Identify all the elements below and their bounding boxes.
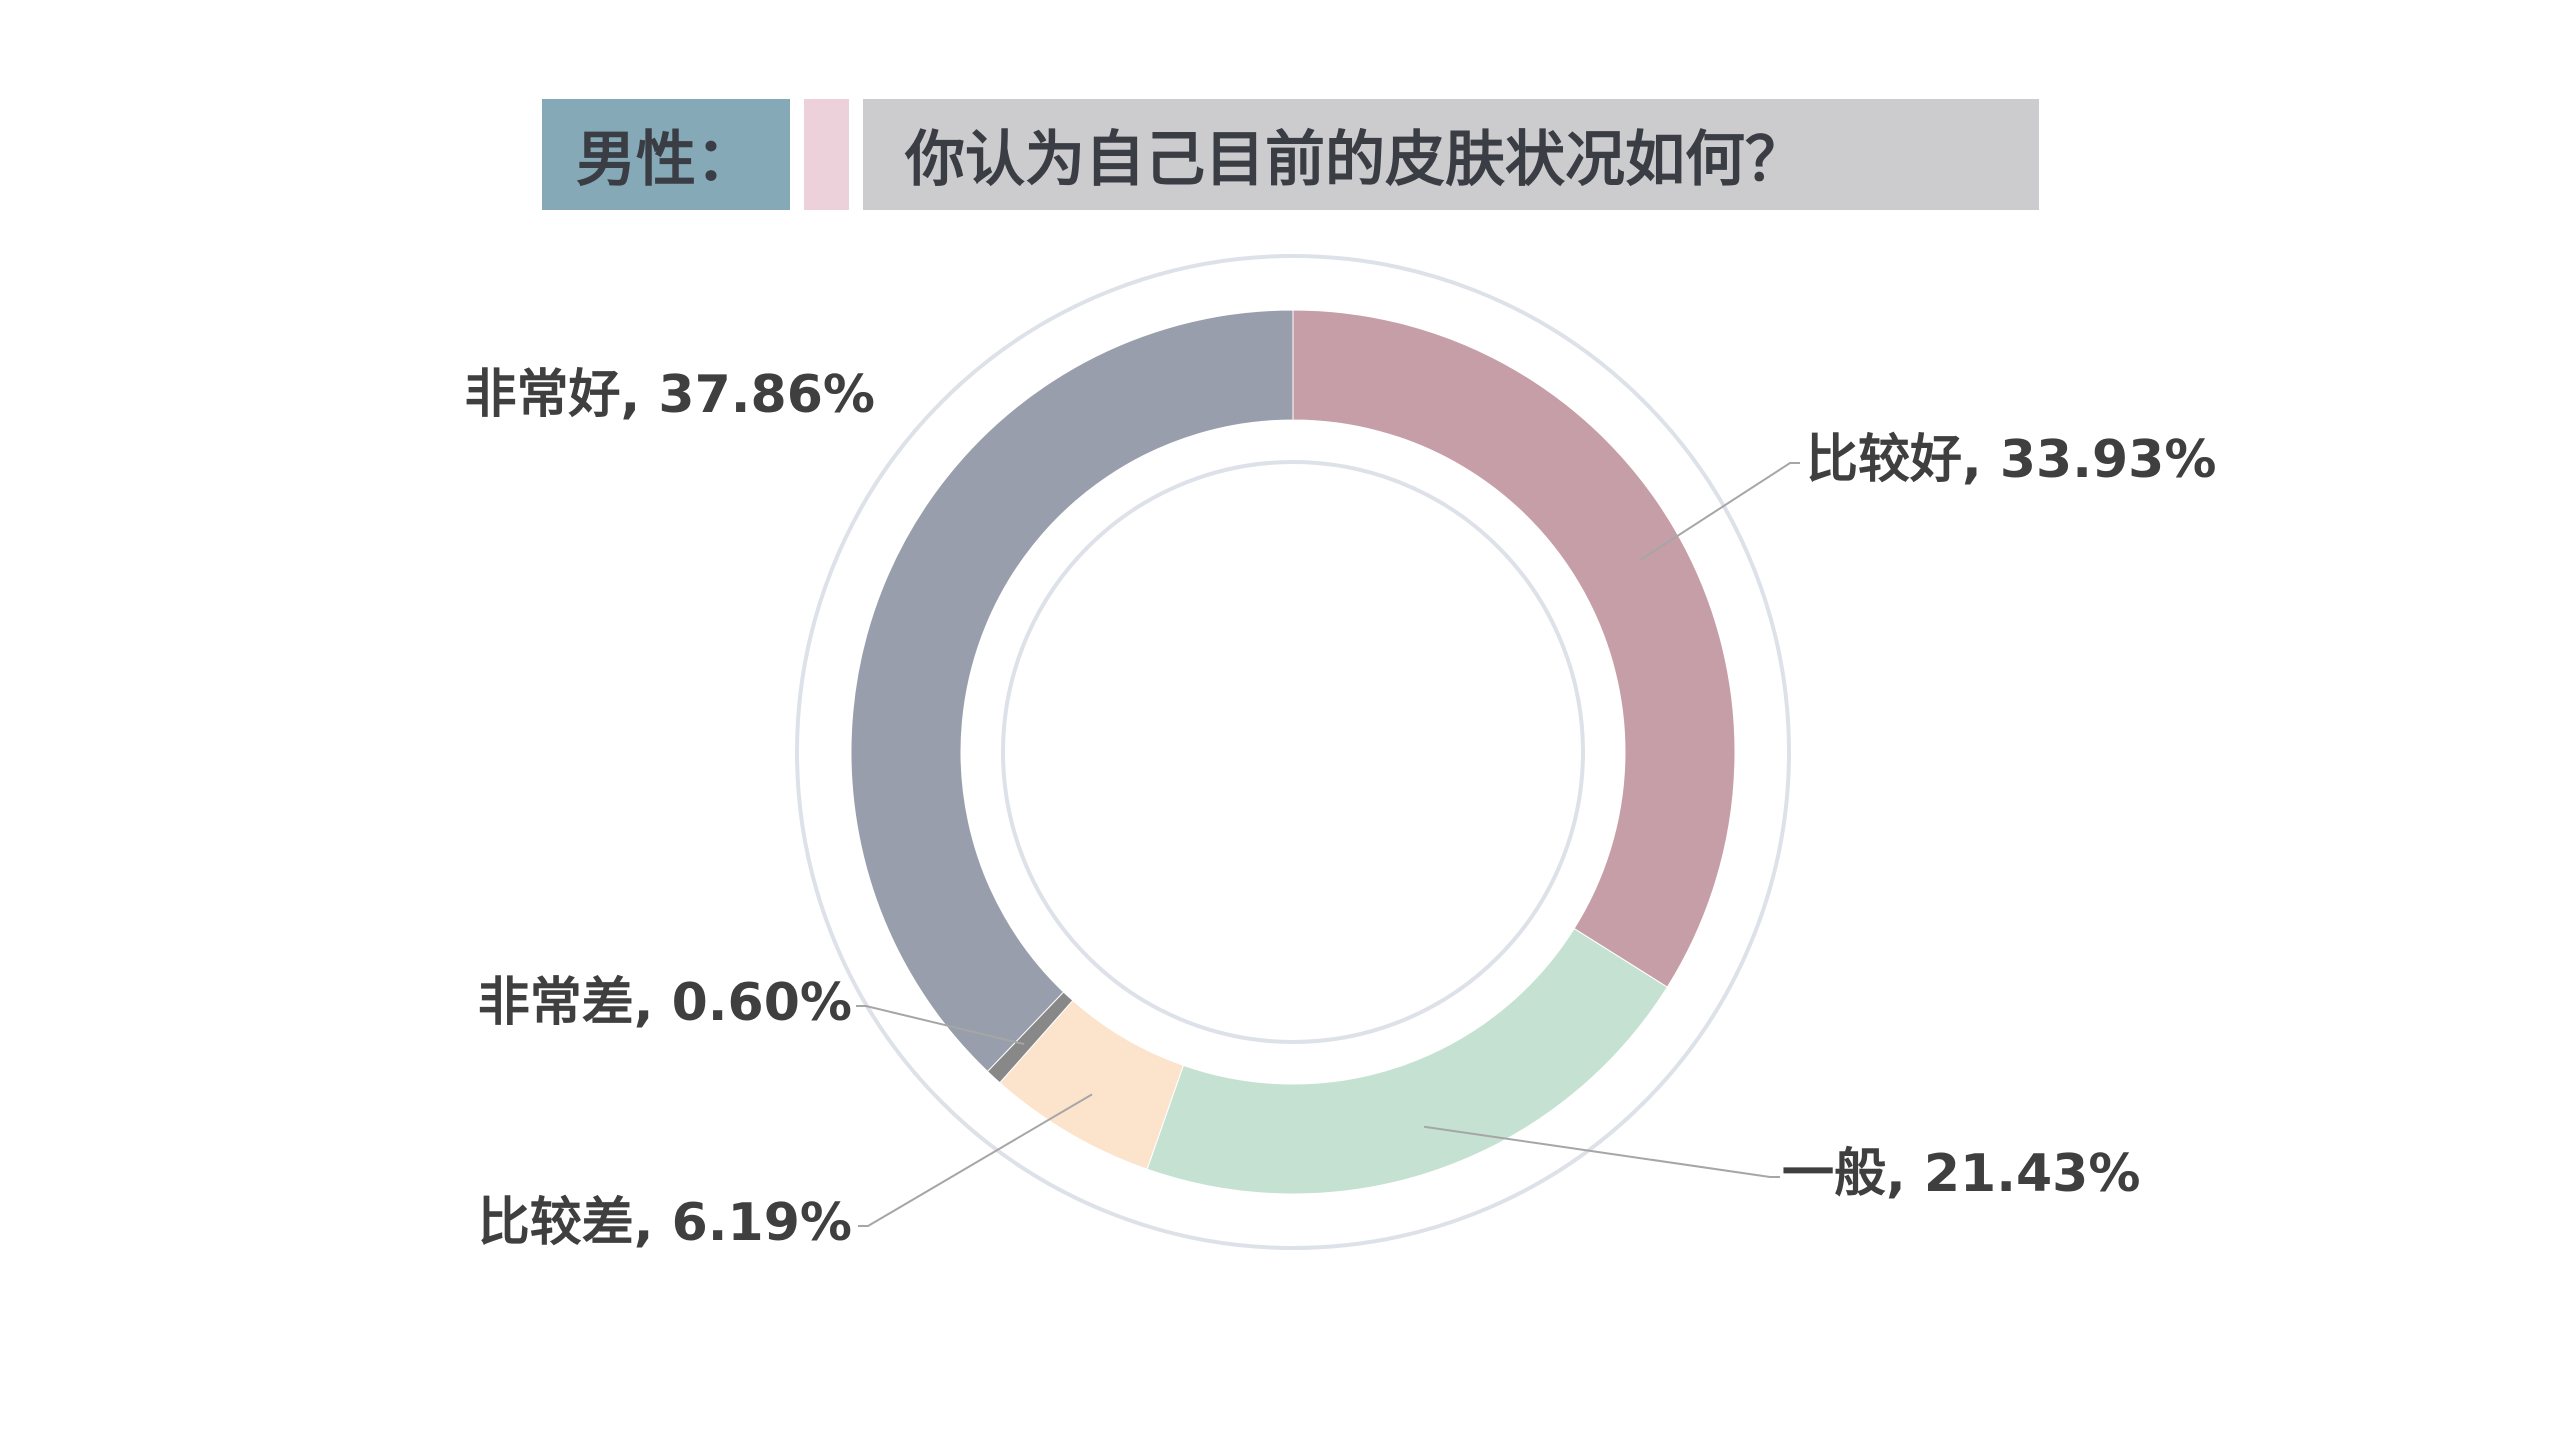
gender-tag: 男性： bbox=[542, 99, 790, 210]
data-labels: 比较好, 33.93% 一般, 21.43% 比较差, 6.19% 非常差, 0.60… bbox=[465, 365, 2217, 1253]
leader-line-1 bbox=[1639, 462, 1800, 561]
inner-ring-outline bbox=[1001, 460, 1585, 1044]
slice-5 bbox=[850, 309, 1294, 1073]
leader-line-2 bbox=[1424, 1125, 1780, 1178]
leader-lines bbox=[856, 462, 1800, 1227]
data-label-2: 一般, 21.43% bbox=[1782, 1144, 2140, 1204]
data-label-1: 比较好, 33.93% bbox=[1806, 430, 2216, 490]
data-label-5: 非常好, 37.86% bbox=[465, 365, 875, 425]
donut-slices bbox=[850, 309, 1736, 1195]
leader-line-3 bbox=[858, 1093, 1093, 1227]
leader-line-4 bbox=[856, 1005, 1025, 1046]
title-bar: 男性： 你认为自己目前的皮肤状况如何？ bbox=[542, 99, 2039, 210]
slice-1 bbox=[1292, 309, 1736, 988]
title-accent-block bbox=[804, 99, 849, 210]
data-label-4: 非常差, 0.60% bbox=[478, 973, 852, 1033]
outer-ring-outline bbox=[795, 254, 1791, 1250]
question-title: 你认为自己目前的皮肤状况如何？ bbox=[863, 99, 2039, 210]
data-label-3: 比较差, 6.19% bbox=[478, 1193, 852, 1253]
slice-2 bbox=[1146, 927, 1668, 1195]
